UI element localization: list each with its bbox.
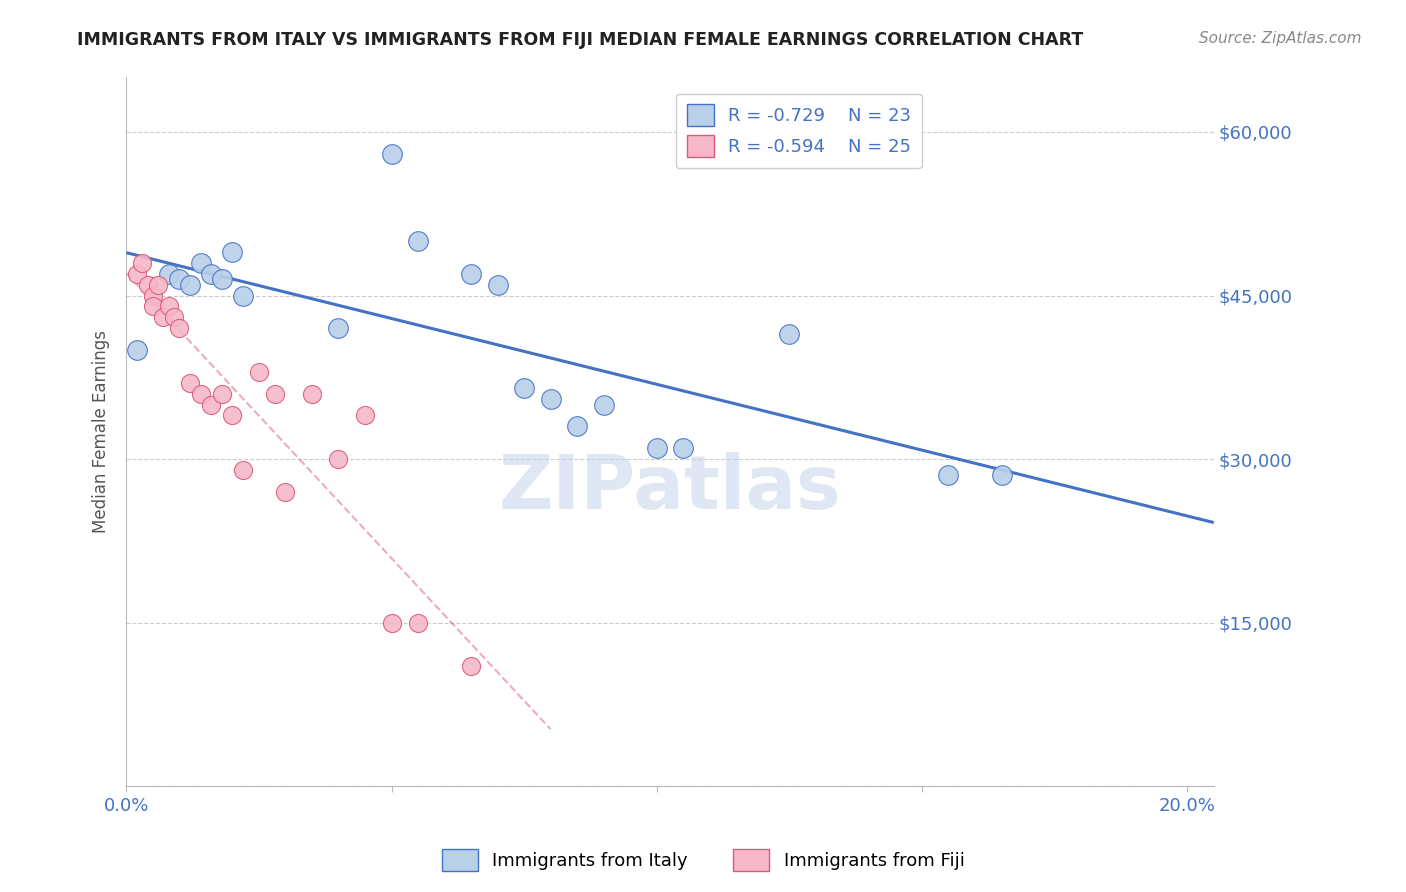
Point — [778, 326, 800, 341]
Point — [163, 310, 186, 325]
Point — [645, 441, 668, 455]
Point — [125, 267, 148, 281]
Point — [406, 615, 429, 630]
Point — [513, 381, 536, 395]
Point — [380, 615, 402, 630]
Point — [146, 277, 169, 292]
Point — [274, 484, 297, 499]
Legend: Immigrants from Italy, Immigrants from Fiji: Immigrants from Italy, Immigrants from F… — [434, 842, 972, 879]
Point — [169, 272, 191, 286]
Point — [247, 365, 270, 379]
Point — [460, 267, 482, 281]
Point — [179, 376, 201, 390]
Point — [179, 277, 201, 292]
Point — [200, 398, 222, 412]
Point — [136, 277, 159, 292]
Point — [990, 468, 1012, 483]
Point — [131, 256, 153, 270]
Point — [592, 398, 614, 412]
Point — [938, 468, 960, 483]
Point — [221, 244, 243, 259]
Point — [142, 300, 165, 314]
Legend: R = -0.729    N = 23, R = -0.594    N = 25: R = -0.729 N = 23, R = -0.594 N = 25 — [676, 94, 922, 169]
Point — [263, 386, 285, 401]
Point — [540, 392, 562, 406]
Point — [157, 267, 180, 281]
Point — [232, 288, 254, 302]
Point — [169, 321, 191, 335]
Point — [232, 463, 254, 477]
Point — [406, 234, 429, 248]
Point — [125, 343, 148, 357]
Text: IMMIGRANTS FROM ITALY VS IMMIGRANTS FROM FIJI MEDIAN FEMALE EARNINGS CORRELATION: IMMIGRANTS FROM ITALY VS IMMIGRANTS FROM… — [77, 31, 1084, 49]
Point — [211, 386, 233, 401]
Point — [211, 272, 233, 286]
Point — [328, 452, 350, 467]
Point — [152, 310, 174, 325]
Point — [567, 419, 589, 434]
Point — [190, 256, 212, 270]
Point — [200, 267, 222, 281]
Y-axis label: Median Female Earnings: Median Female Earnings — [93, 330, 110, 533]
Point — [142, 288, 165, 302]
Point — [354, 409, 377, 423]
Point — [328, 321, 350, 335]
Point — [460, 659, 482, 673]
Point — [486, 277, 509, 292]
Point — [380, 146, 402, 161]
Point — [157, 300, 180, 314]
Point — [190, 386, 212, 401]
Text: Source: ZipAtlas.com: Source: ZipAtlas.com — [1198, 31, 1361, 46]
Point — [301, 386, 323, 401]
Text: ZIPatlas: ZIPatlas — [499, 452, 841, 525]
Point — [221, 409, 243, 423]
Point — [672, 441, 695, 455]
